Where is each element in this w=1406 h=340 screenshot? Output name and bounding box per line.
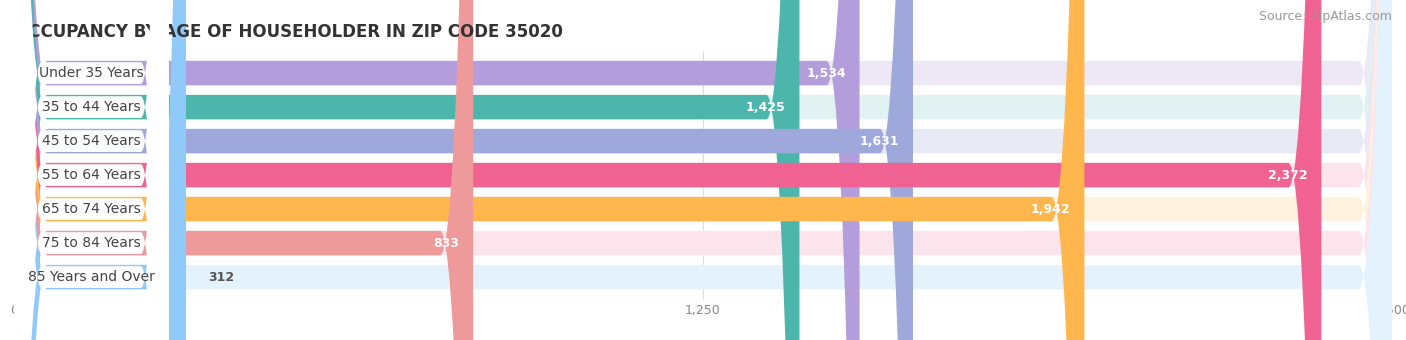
FancyBboxPatch shape [14, 0, 859, 340]
Text: 55 to 64 Years: 55 to 64 Years [42, 168, 141, 182]
FancyBboxPatch shape [14, 0, 800, 340]
Text: 1,534: 1,534 [806, 67, 846, 80]
Text: Under 35 Years: Under 35 Years [39, 66, 143, 80]
FancyBboxPatch shape [14, 0, 169, 340]
FancyBboxPatch shape [14, 0, 169, 340]
Text: OCCUPANCY BY AGE OF HOUSEHOLDER IN ZIP CODE 35020: OCCUPANCY BY AGE OF HOUSEHOLDER IN ZIP C… [14, 23, 562, 41]
FancyBboxPatch shape [14, 0, 1392, 340]
Text: 45 to 54 Years: 45 to 54 Years [42, 134, 141, 148]
FancyBboxPatch shape [14, 0, 169, 340]
FancyBboxPatch shape [14, 0, 169, 340]
FancyBboxPatch shape [14, 0, 1392, 340]
FancyBboxPatch shape [14, 0, 186, 340]
Text: 35 to 44 Years: 35 to 44 Years [42, 100, 141, 114]
FancyBboxPatch shape [14, 0, 169, 340]
FancyBboxPatch shape [14, 0, 1392, 340]
Text: 1,425: 1,425 [747, 101, 786, 114]
FancyBboxPatch shape [14, 0, 1392, 340]
FancyBboxPatch shape [14, 0, 912, 340]
Text: Source: ZipAtlas.com: Source: ZipAtlas.com [1258, 10, 1392, 23]
Text: 312: 312 [208, 271, 235, 284]
Text: 1,631: 1,631 [859, 135, 900, 148]
Text: 75 to 84 Years: 75 to 84 Years [42, 236, 141, 250]
FancyBboxPatch shape [14, 0, 1392, 340]
Text: 2,372: 2,372 [1268, 169, 1308, 182]
Text: 65 to 74 Years: 65 to 74 Years [42, 202, 141, 216]
FancyBboxPatch shape [14, 0, 1084, 340]
FancyBboxPatch shape [14, 0, 474, 340]
FancyBboxPatch shape [14, 0, 169, 340]
Text: 85 Years and Over: 85 Years and Over [28, 270, 155, 284]
FancyBboxPatch shape [14, 0, 169, 340]
Text: 1,942: 1,942 [1031, 203, 1070, 216]
FancyBboxPatch shape [14, 0, 1392, 340]
FancyBboxPatch shape [14, 0, 1392, 340]
FancyBboxPatch shape [14, 0, 1322, 340]
Text: 833: 833 [433, 237, 460, 250]
